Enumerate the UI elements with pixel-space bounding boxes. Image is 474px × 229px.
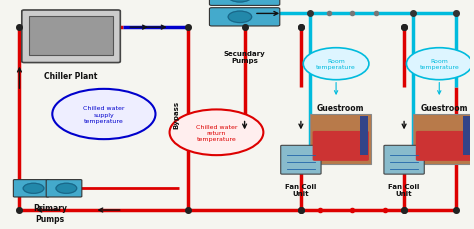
- Text: Room
temperature: Room temperature: [419, 59, 459, 70]
- FancyBboxPatch shape: [13, 180, 49, 197]
- Text: Room
temperature: Room temperature: [316, 59, 356, 70]
- Text: Guestroom: Guestroom: [420, 103, 468, 112]
- Ellipse shape: [303, 49, 369, 80]
- Text: Bypass: Bypass: [173, 101, 180, 128]
- FancyBboxPatch shape: [416, 131, 472, 161]
- FancyBboxPatch shape: [210, 9, 280, 27]
- Text: Secundary
Pumps: Secundary Pumps: [224, 51, 265, 64]
- Ellipse shape: [52, 90, 155, 139]
- Ellipse shape: [170, 110, 264, 155]
- FancyBboxPatch shape: [210, 0, 280, 6]
- Circle shape: [228, 0, 252, 3]
- Circle shape: [23, 183, 44, 194]
- Text: Chilled water
supply
temperature: Chilled water supply temperature: [83, 106, 125, 123]
- Text: Guestroom: Guestroom: [317, 103, 365, 112]
- Text: Chilled water
return
temperature: Chilled water return temperature: [196, 124, 237, 141]
- FancyBboxPatch shape: [29, 17, 113, 55]
- Ellipse shape: [406, 49, 472, 80]
- Circle shape: [56, 183, 77, 194]
- Circle shape: [228, 12, 252, 23]
- FancyBboxPatch shape: [360, 117, 368, 155]
- Text: Chiller Plant: Chiller Plant: [45, 71, 98, 80]
- Text: Fan Coil
Unit: Fan Coil Unit: [285, 183, 317, 196]
- Text: Primary
Pumps: Primary Pumps: [33, 203, 67, 223]
- FancyBboxPatch shape: [281, 146, 321, 174]
- FancyBboxPatch shape: [413, 114, 474, 165]
- FancyBboxPatch shape: [46, 180, 82, 197]
- FancyBboxPatch shape: [313, 131, 369, 161]
- FancyBboxPatch shape: [22, 11, 120, 63]
- FancyBboxPatch shape: [384, 146, 424, 174]
- Text: Fan Coil
Unit: Fan Coil Unit: [388, 183, 420, 196]
- FancyBboxPatch shape: [310, 114, 371, 165]
- FancyBboxPatch shape: [463, 117, 471, 155]
